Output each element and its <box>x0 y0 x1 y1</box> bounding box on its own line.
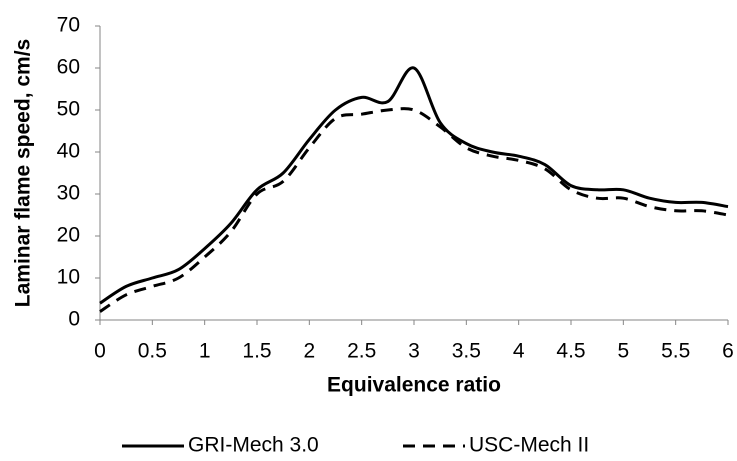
y-tick-label: 50 <box>57 98 80 121</box>
y-tick-label: 30 <box>57 182 80 205</box>
y-tick-label: 70 <box>57 14 80 37</box>
x-tick-label: 2 <box>303 340 315 363</box>
series-line <box>99 107 729 313</box>
x-tick-label: 3 <box>408 340 420 363</box>
x-tick-label: 5.5 <box>661 340 690 363</box>
x-tick-label: 3.5 <box>452 340 481 363</box>
x-tick-label: 4 <box>513 340 525 363</box>
x-tick-label: 0 <box>94 340 106 363</box>
x-axis-label: Equivalence ratio <box>327 374 501 397</box>
y-tick-label: 20 <box>57 224 80 247</box>
x-tick-label: 1.5 <box>242 340 271 363</box>
legend-label: USC-Mech II <box>469 434 589 457</box>
y-tick-label: 60 <box>57 56 80 79</box>
series-line <box>99 66 729 305</box>
y-tick-label: 10 <box>57 266 80 289</box>
x-tick-label: 0.5 <box>138 340 167 363</box>
y-axis-label: Laminar flame speed, cm/s <box>12 39 35 307</box>
x-tick-label: 2.5 <box>347 340 376 363</box>
x-tick-label: 5 <box>617 340 629 363</box>
y-tick-label: 40 <box>57 140 80 163</box>
x-tick-label: 4.5 <box>556 340 585 363</box>
legend-label: GRI-Mech 3.0 <box>188 434 319 457</box>
x-tick-label: 1 <box>199 340 211 363</box>
x-tick-label: 6 <box>722 340 734 363</box>
y-tick-label: 0 <box>68 308 80 331</box>
